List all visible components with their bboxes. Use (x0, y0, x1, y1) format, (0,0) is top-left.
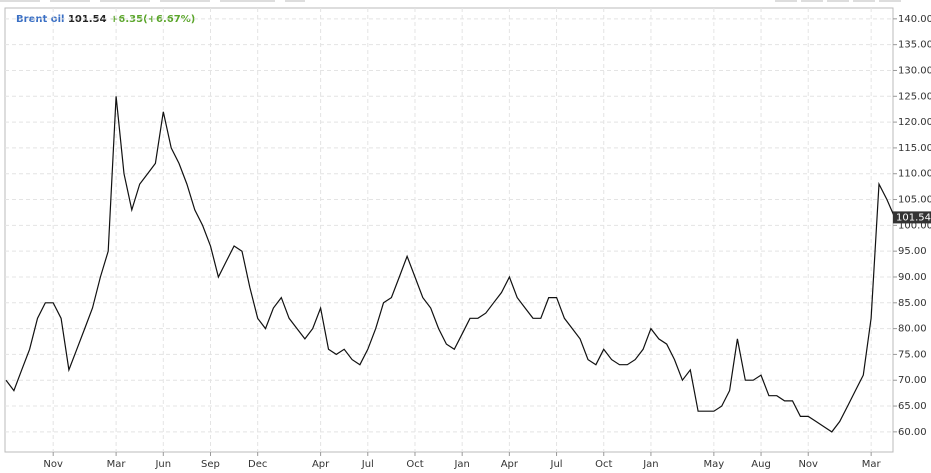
y-tick-label: 65.00 (898, 401, 927, 412)
x-tick-label: Aug (751, 459, 771, 470)
y-tick-label: 100.00 (898, 220, 931, 231)
x-tick-label: Apr (501, 459, 519, 470)
change: +6.35(+6.67%) (110, 14, 195, 25)
last-price-label: 101.54 (896, 212, 931, 223)
x-tick-label: Nov (43, 459, 63, 470)
y-tick-label: 130.00 (898, 65, 931, 76)
price-line (5, 96, 896, 433)
x-tick-label: Mar (862, 459, 882, 470)
y-tick-label: 115.00 (898, 143, 931, 154)
y-tick-label: 135.00 (898, 40, 931, 51)
x-tick-label: Apr (312, 459, 330, 470)
x-tick-label: Jun (154, 459, 171, 470)
y-tick-label: 110.00 (898, 169, 931, 180)
y-tick-label: 105.00 (898, 195, 931, 206)
y-tick-label: 90.00 (898, 272, 927, 283)
x-tick-label: Oct (595, 459, 612, 470)
last-value: 101.54 (68, 14, 107, 25)
y-tick-label: 125.00 (898, 91, 931, 102)
plot-frame (4, 7, 894, 453)
x-tick-label: Dec (248, 459, 267, 470)
x-tick-label: Jan (642, 459, 658, 470)
x-tick-label: Sep (201, 459, 220, 470)
x-tick-label: Mar (107, 459, 127, 470)
y-tick-label: 120.00 (898, 117, 931, 128)
y-tick-label: 85.00 (898, 298, 927, 309)
toolbar-tabs (0, 0, 901, 2)
x-tick-label: Jul (361, 459, 374, 470)
y-tick-label: 70.00 (898, 375, 927, 386)
y-tick-label: 60.00 (898, 427, 927, 438)
y-tick-label: 140.00 (898, 14, 931, 25)
x-tick-label: Oct (406, 459, 423, 470)
legend: Brent oil 101.54 +6.35(+6.67%) (16, 14, 195, 25)
x-tick-label: Jan (453, 459, 469, 470)
x-tick-label: May (704, 459, 725, 470)
y-tick-label: 95.00 (898, 246, 927, 257)
y-tick-label: 80.00 (898, 324, 927, 335)
legend-name: Brent oil (16, 14, 64, 25)
x-tick-label: Jul (550, 459, 563, 470)
y-tick-label: 75.00 (898, 349, 927, 360)
x-tick-label: Nov (798, 459, 818, 470)
last-price-box (893, 211, 931, 224)
